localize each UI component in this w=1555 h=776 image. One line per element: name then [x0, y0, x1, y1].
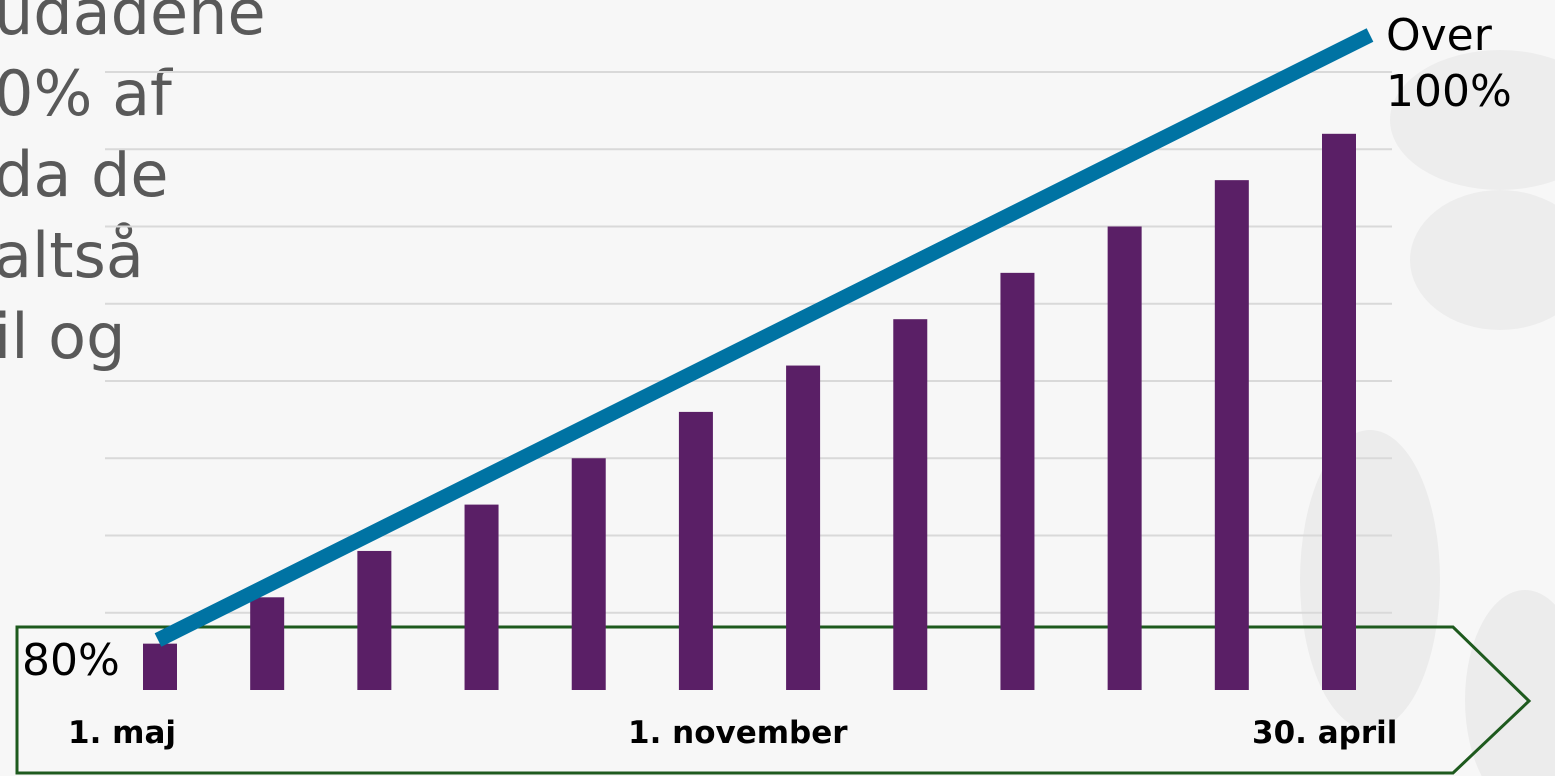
bar	[357, 550, 392, 690]
bar	[1322, 133, 1356, 691]
timeline-arrow	[15, 625, 1532, 775]
bar	[143, 643, 177, 690]
decorative-shape	[1300, 430, 1440, 730]
background-text-line: udadene	[0, 0, 266, 49]
bar	[1107, 226, 1142, 690]
x-tick-label: 1. november	[628, 715, 848, 751]
x-tick-label: 30. april	[1252, 715, 1398, 751]
bar	[571, 458, 606, 690]
end-value-label-line: 100%	[1386, 66, 1512, 117]
bar	[678, 411, 713, 690]
bar	[1214, 180, 1249, 690]
bars	[143, 133, 1356, 691]
start-value-label: 80%	[22, 635, 120, 686]
trend-line	[154, 28, 1374, 647]
decorative-shape	[1390, 50, 1555, 190]
bar	[464, 504, 499, 690]
bar	[1000, 272, 1035, 690]
decorative-shape	[1410, 190, 1555, 330]
background-text-line: il og	[0, 300, 126, 373]
background-text-line: altså	[0, 219, 144, 292]
gridlines	[105, 71, 1392, 614]
end-value-label-line: Over	[1386, 10, 1492, 61]
x-tick-label: 1. maj	[68, 715, 176, 751]
background-text: udadene 0% af da de altså il og	[0, 0, 266, 377]
bar	[786, 365, 821, 690]
bar	[893, 319, 928, 690]
end-value-label: Over 100%	[1386, 8, 1512, 120]
background-text-line: 0% af	[0, 57, 172, 130]
bar	[250, 597, 285, 690]
